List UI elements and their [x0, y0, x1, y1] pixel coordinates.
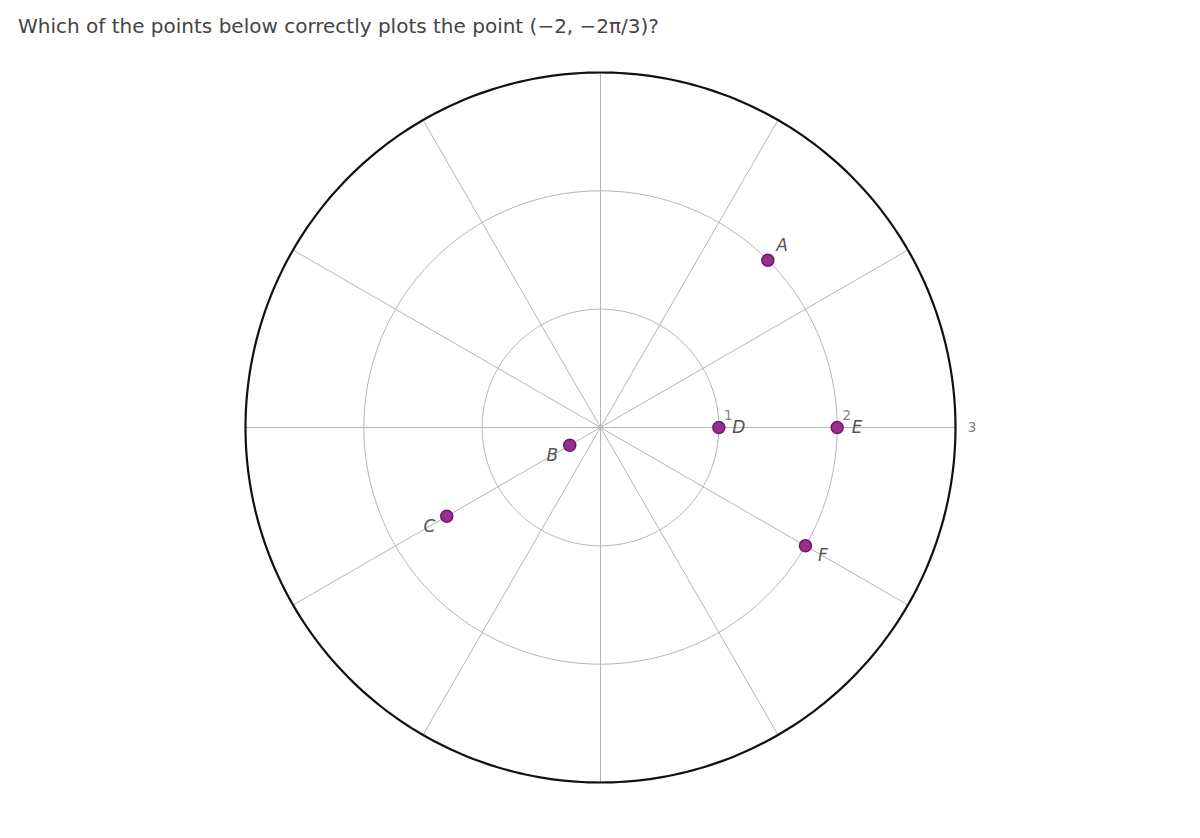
svg-text:3: 3: [968, 419, 977, 435]
svg-text:C: C: [424, 516, 436, 536]
svg-text:E: E: [852, 417, 863, 437]
html-text:Which of the points below corr: Which of the points below correctly plot…: [18, 14, 659, 38]
svg-text:2: 2: [842, 407, 851, 423]
svg-text:1: 1: [724, 407, 733, 423]
svg-text:A: A: [775, 235, 788, 255]
svg-text:D: D: [732, 417, 745, 437]
svg-text:B: B: [547, 445, 559, 465]
svg-text:F: F: [818, 545, 828, 565]
